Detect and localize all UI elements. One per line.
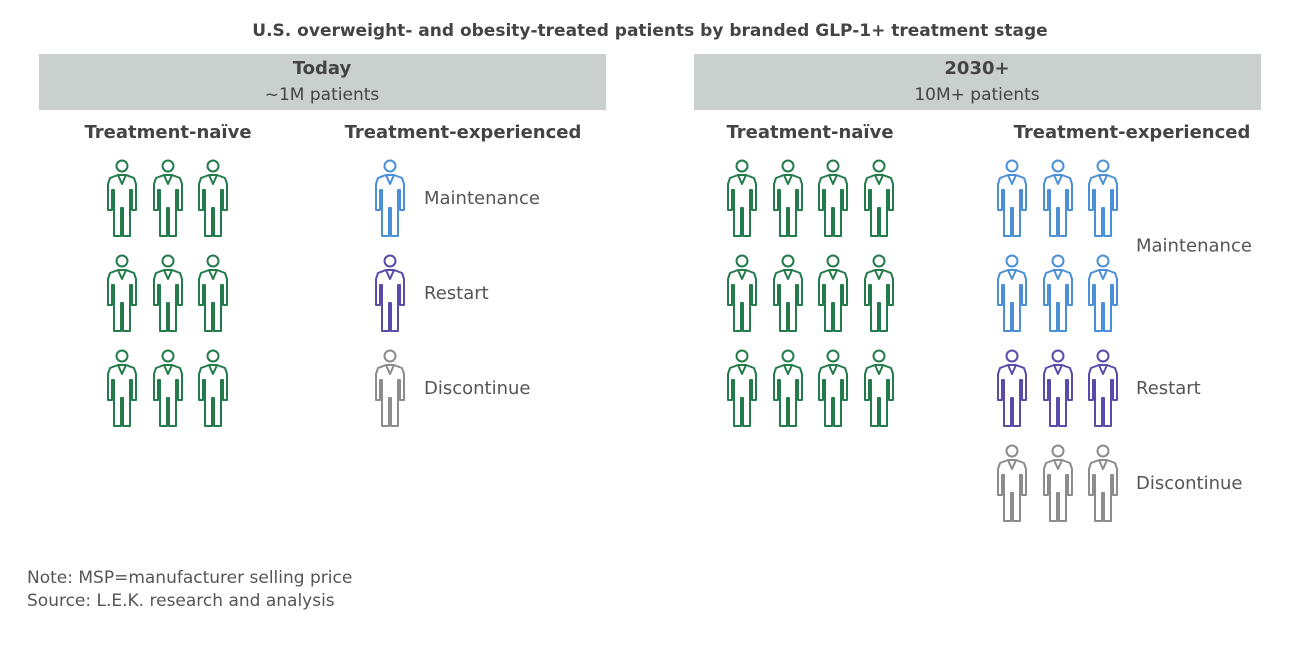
note: Note: MSP=manufacturer selling price <box>27 568 352 588</box>
title: U.S. overweight- and obesity-treated pat… <box>252 21 1047 41</box>
person-icon <box>864 254 894 332</box>
person-icon <box>773 349 803 427</box>
person-icon <box>375 159 405 237</box>
person-icon <box>198 159 228 237</box>
person-icon <box>997 349 1027 427</box>
person-icon <box>997 444 1027 522</box>
person-icon <box>153 349 183 427</box>
person-icon <box>727 254 757 332</box>
group-label: Treatment-experienced <box>1014 122 1251 143</box>
segment-label: Maintenance <box>1136 236 1252 257</box>
group-label: Treatment-naïve <box>84 122 251 143</box>
panel-header: Today <box>293 58 352 79</box>
person-icon <box>153 254 183 332</box>
person-icon <box>1088 444 1118 522</box>
person-icon <box>198 349 228 427</box>
person-icon <box>773 254 803 332</box>
person-icon <box>153 159 183 237</box>
person-icon <box>997 159 1027 237</box>
source: Source: L.E.K. research and analysis <box>27 591 335 611</box>
person-icon <box>997 254 1027 332</box>
person-icon <box>1043 254 1073 332</box>
person-icon <box>375 254 405 332</box>
panel-header: 2030+ <box>944 58 1009 79</box>
person-icon <box>864 349 894 427</box>
person-icon <box>1043 349 1073 427</box>
person-icon <box>1043 444 1073 522</box>
person-icon <box>818 254 848 332</box>
person-icon <box>773 159 803 237</box>
segment-label: Discontinue <box>1136 473 1243 494</box>
segment-label: Restart <box>1136 378 1201 399</box>
person-icon <box>818 159 848 237</box>
person-icon <box>727 159 757 237</box>
segment-label: Discontinue <box>424 378 531 399</box>
person-icon <box>107 349 137 427</box>
person-icon <box>1088 349 1118 427</box>
panel-subheader: 10M+ patients <box>914 85 1039 105</box>
group-label: Treatment-experienced <box>345 122 582 143</box>
panel-subheader: ~1M patients <box>265 85 380 105</box>
person-icon <box>1088 254 1118 332</box>
person-icon <box>1043 159 1073 237</box>
person-icon <box>727 349 757 427</box>
person-icon <box>818 349 848 427</box>
panel-header-box <box>694 54 1261 110</box>
person-icon <box>107 159 137 237</box>
segment-label: Maintenance <box>424 188 540 209</box>
person-icon <box>375 349 405 427</box>
person-icon <box>864 159 894 237</box>
person-icon <box>198 254 228 332</box>
person-icon <box>1088 159 1118 237</box>
segment-label: Restart <box>424 283 489 304</box>
panel-header-box <box>39 54 606 110</box>
group-label: Treatment-naïve <box>726 122 893 143</box>
person-icon <box>107 254 137 332</box>
